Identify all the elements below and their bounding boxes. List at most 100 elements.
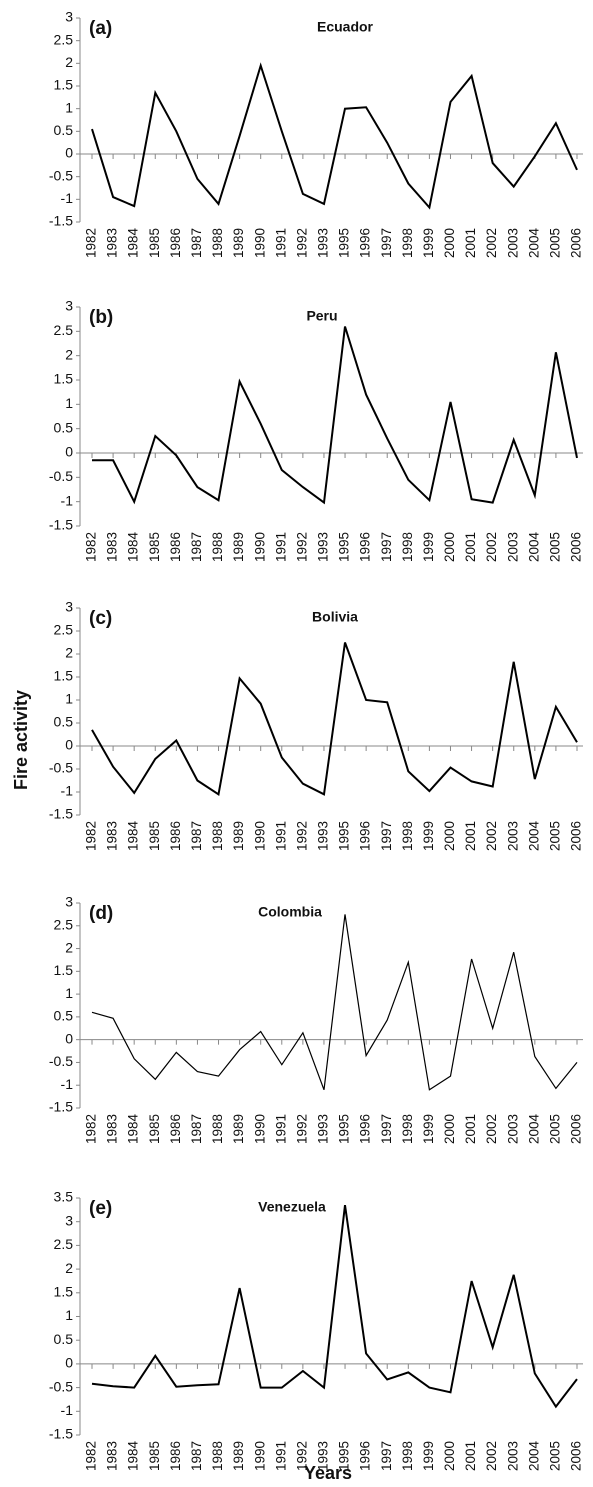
x-tick-label: 1993: [316, 228, 331, 258]
y-tick-label: 1.5: [54, 371, 74, 387]
x-tick-label: 2004: [526, 228, 541, 259]
y-tick-label: 0: [65, 145, 73, 161]
x-tick-label: 1998: [400, 532, 415, 562]
y-tick-label: -1.5: [49, 517, 73, 533]
x-tick-label: 1986: [168, 1114, 183, 1144]
x-tick-label: 1988: [210, 1441, 225, 1471]
x-tick-label: 1995: [337, 1114, 352, 1144]
x-tick-label: 1985: [147, 1441, 162, 1471]
panel-label: (a): [89, 18, 112, 39]
y-tick-label: 3: [65, 9, 73, 25]
x-tick-label: 1984: [126, 1441, 141, 1472]
y-tick-label: 1: [65, 99, 73, 115]
y-tick-label: -1.5: [49, 806, 73, 822]
x-tick-label: 1997: [379, 228, 394, 258]
y-axis-title: Fire activity: [11, 690, 31, 790]
x-tick-label: 1993: [316, 821, 331, 851]
panel-title: Peru: [306, 308, 337, 324]
y-tick-label: 2.5: [54, 31, 74, 47]
x-tick-label: 1995: [337, 1441, 352, 1471]
panel-title: Bolivia: [312, 609, 358, 625]
x-tick-label: 2002: [484, 1114, 499, 1144]
data-line: [91, 642, 578, 796]
y-tick-label: 2.5: [54, 622, 74, 638]
x-tick-label: 1991: [273, 532, 288, 562]
x-tick-label: 1991: [273, 1441, 288, 1471]
y-tick-label: -0.5: [49, 1053, 73, 1069]
x-tick-label: 1983: [105, 1114, 120, 1144]
x-tick-label: 1992: [294, 1441, 309, 1471]
x-tick-label: 1996: [358, 228, 373, 258]
y-tick-label: 2.5: [54, 322, 74, 338]
x-tick-label: 1993: [316, 1441, 331, 1471]
x-tick-label: 2001: [463, 1114, 478, 1144]
y-tick-label: 0: [65, 444, 73, 460]
y-tick-label: 0.5: [54, 419, 74, 435]
y-tick-label: -0.5: [49, 760, 73, 776]
panel-title: Colombia: [258, 904, 322, 920]
x-tick-label: 1998: [400, 1441, 415, 1471]
panel-title: Venezuela: [258, 1199, 326, 1215]
y-tick-label: -1.5: [49, 1426, 73, 1442]
x-tick-label: 2002: [484, 532, 499, 562]
y-tick-label: 0: [65, 1355, 73, 1371]
x-tick-label: 1988: [210, 1114, 225, 1144]
x-tick-label: 1983: [105, 228, 120, 258]
x-tick-label: 1997: [379, 1114, 394, 1144]
x-tick-label: 2005: [547, 228, 562, 258]
x-tick-label: 2002: [484, 228, 499, 258]
y-tick-label: -0.5: [49, 1378, 73, 1394]
x-tick-label: 1988: [210, 821, 225, 851]
y-tick-label: -1: [61, 783, 74, 799]
x-tick-label: 1986: [168, 228, 183, 258]
x-tick-label: 1995: [337, 532, 352, 562]
x-tick-label: 1988: [210, 228, 225, 258]
x-tick-label: 2006: [569, 1441, 584, 1471]
x-tick-label: 1990: [252, 532, 267, 562]
x-tick-label: 1992: [294, 532, 309, 562]
y-tick-label: -1.5: [49, 213, 73, 229]
x-tick-label: 1983: [105, 532, 120, 562]
x-tick-label: 1992: [294, 1114, 309, 1144]
x-tick-label: 1983: [105, 1441, 120, 1471]
x-tick-label: 1987: [189, 1114, 204, 1144]
y-tick-label: 2: [65, 939, 73, 955]
x-tick-label: 1993: [316, 1114, 331, 1144]
x-tick-label: 1986: [168, 821, 183, 851]
x-tick-label: 1985: [147, 1114, 162, 1144]
x-tick-label: 1996: [358, 1114, 373, 1144]
x-tick-label: 1986: [168, 532, 183, 562]
y-tick-label: 0.5: [54, 1331, 74, 1347]
x-tick-label: 2004: [526, 1441, 541, 1472]
x-tick-label: 1999: [421, 228, 436, 258]
x-tick-label: 1999: [421, 1441, 436, 1471]
y-tick-label: 1: [65, 1307, 73, 1323]
x-tick-label: 1982: [84, 821, 99, 851]
x-tick-label: 2000: [442, 532, 457, 562]
y-tick-label: 0: [65, 737, 73, 753]
x-tick-label: 1988: [210, 532, 225, 562]
x-tick-label: 1987: [189, 821, 204, 851]
x-tick-label: 1985: [147, 228, 162, 258]
y-tick-label: 1.5: [54, 1284, 74, 1300]
y-tick-label: 1.5: [54, 77, 74, 93]
x-tick-label: 2001: [463, 228, 478, 258]
x-tick-label: 1982: [84, 1114, 99, 1144]
x-tick-label: 1982: [84, 228, 99, 258]
x-tick-label: 1995: [337, 821, 352, 851]
y-tick-label: 3.5: [54, 1189, 74, 1205]
x-tick-label: 1990: [252, 228, 267, 258]
y-tick-label: 2.5: [54, 1236, 74, 1252]
x-tick-label: 1997: [379, 532, 394, 562]
x-tick-label: 1989: [231, 1114, 246, 1144]
y-tick-label: 2: [65, 645, 73, 661]
y-tick-label: -0.5: [49, 468, 73, 484]
x-tick-label: 2006: [569, 532, 584, 562]
x-tick-label: 1998: [400, 1114, 415, 1144]
x-tick-label: 2004: [526, 532, 541, 563]
x-tick-label: 2001: [463, 1441, 478, 1471]
x-tick-label: 2001: [463, 532, 478, 562]
x-tick-label: 2000: [442, 228, 457, 258]
x-tick-label: 2005: [547, 532, 562, 562]
